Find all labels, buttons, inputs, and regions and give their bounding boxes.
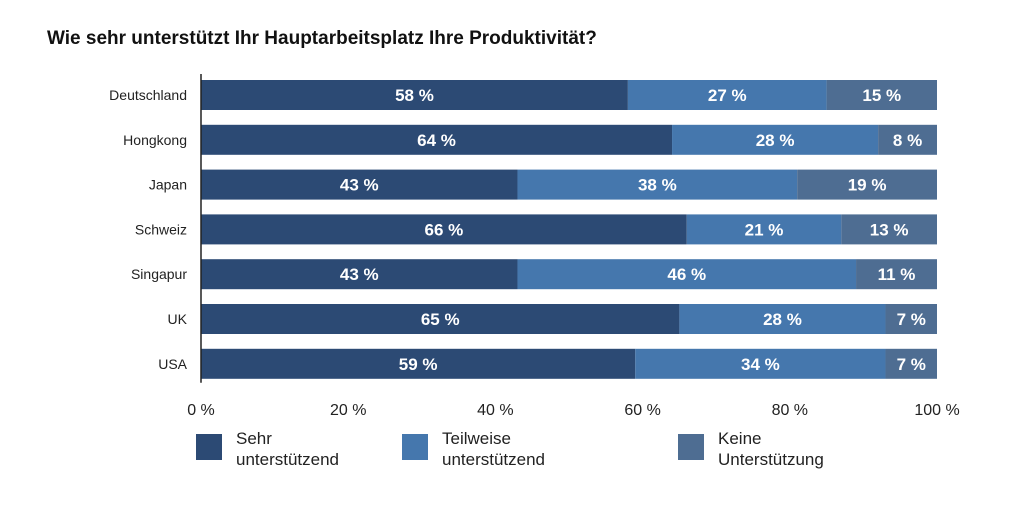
data-label: 43 %	[340, 176, 379, 195]
bar-segment	[885, 304, 937, 334]
data-label: 43 %	[340, 265, 379, 284]
bar-segment	[797, 169, 937, 200]
data-label: 64 %	[417, 131, 456, 150]
category-label: Deutschland	[109, 87, 187, 103]
bar-segment	[517, 259, 857, 290]
category-label: Hongkong	[123, 132, 187, 148]
x-tick-label: 60 %	[624, 402, 660, 419]
data-label: 27 %	[708, 86, 747, 105]
bar-segment	[672, 124, 879, 155]
bar-segment	[878, 124, 937, 155]
data-label: 38 %	[638, 176, 677, 195]
legend-label-line: unterstützend	[442, 450, 546, 469]
category-label: Singapur	[131, 266, 187, 282]
x-tick-label: 20 %	[330, 402, 366, 419]
data-label: 11 %	[878, 265, 916, 284]
legend-label-line: Unterstützung	[718, 450, 824, 469]
category-label: UK	[168, 311, 188, 327]
legend-label: Keine Unterstützung	[718, 428, 868, 470]
legend-label-line: Sehr	[236, 429, 272, 448]
legend-label-line: unterstützend	[236, 450, 340, 469]
data-label: 65 %	[421, 310, 460, 329]
bar-segment	[201, 214, 687, 245]
data-label: 66 %	[425, 220, 464, 239]
x-tick-label: 80 %	[772, 402, 808, 419]
data-label: 46 %	[667, 265, 706, 284]
data-label: 34 %	[741, 355, 780, 374]
legend-label: Sehr unterstützend	[236, 428, 386, 470]
data-label: 28 %	[763, 310, 802, 329]
data-label: 58 %	[395, 86, 434, 105]
bar-segment	[856, 259, 937, 290]
bar-segment	[201, 259, 518, 290]
x-tick-label: 100 %	[914, 402, 959, 419]
bar-segment	[201, 169, 518, 200]
data-label: 8 %	[893, 131, 922, 150]
data-label: 19 %	[848, 176, 887, 195]
data-label: 21 %	[745, 220, 784, 239]
bar-segment	[841, 214, 937, 245]
bar-segment	[885, 348, 937, 379]
data-label: 28 %	[756, 131, 795, 150]
legend-item: Sehr unterstützend	[196, 428, 386, 470]
x-tick-label: 0 %	[187, 402, 215, 419]
legend-swatch	[196, 434, 222, 460]
category-label: Japan	[149, 177, 187, 193]
bar-segment	[826, 80, 937, 110]
chart-title: Wie sehr unterstützt Ihr Hauptarbeitspla…	[47, 28, 597, 49]
legend-label: Teilweise unterstützend	[442, 428, 592, 470]
bar-segment	[201, 80, 628, 110]
legend-label-line: Keine	[718, 429, 762, 448]
data-label: 7 %	[897, 355, 926, 374]
x-tick-label: 40 %	[477, 402, 513, 419]
legend-item: Teilweise unterstützend	[402, 428, 592, 470]
bar-segment	[627, 80, 827, 110]
bar-segment	[679, 304, 886, 334]
legend-swatch	[402, 434, 428, 460]
legend-item: Keine Unterstützung	[678, 428, 868, 470]
data-label: 59 %	[399, 355, 438, 374]
bar-segment	[517, 169, 798, 200]
bar-segment	[635, 348, 886, 379]
data-label: 7 %	[897, 310, 926, 329]
bar-segment	[201, 304, 680, 334]
bar-segment	[201, 348, 636, 379]
category-label: Schweiz	[135, 221, 187, 237]
data-label: 15 %	[862, 86, 901, 105]
bar-segment	[686, 214, 842, 245]
bar-segment	[201, 124, 673, 155]
legend-swatch	[678, 434, 704, 460]
data-label: 13 %	[870, 220, 909, 239]
category-label: USA	[158, 356, 187, 372]
legend-label-line: Teilweise	[442, 429, 511, 448]
